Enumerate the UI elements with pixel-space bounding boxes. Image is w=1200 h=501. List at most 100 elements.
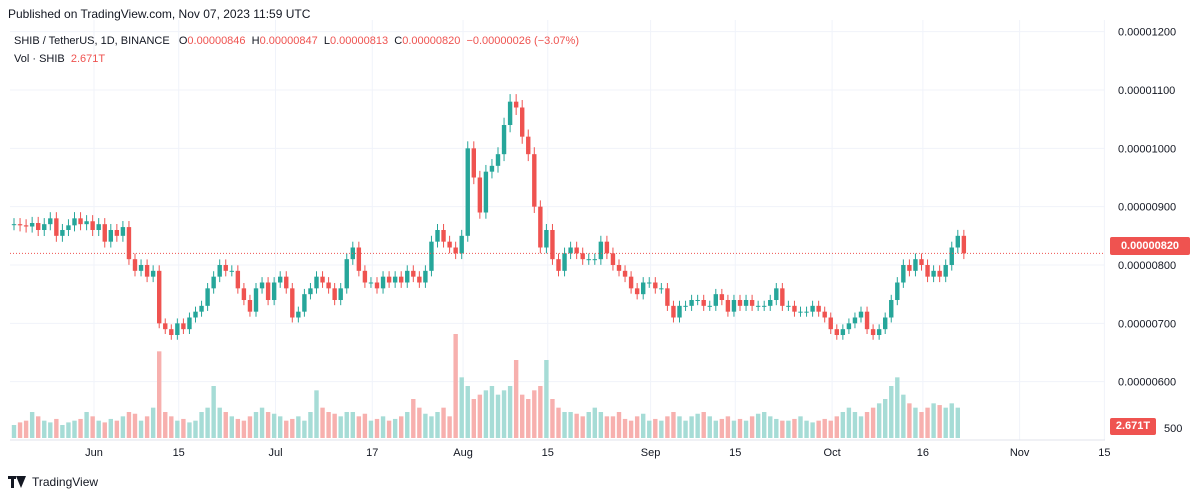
candle-body [580, 253, 585, 260]
candle-body [574, 247, 579, 254]
candle-body [169, 329, 174, 335]
candle-body [641, 282, 646, 295]
candle-body [386, 276, 392, 283]
volume-bar [852, 412, 858, 438]
volume-bar [241, 420, 247, 438]
price-tick-label: 0.00001000 [1118, 143, 1176, 155]
volume-bar [538, 386, 543, 438]
candle-body [701, 300, 706, 306]
candle-body [108, 230, 113, 242]
volume-bar [181, 418, 186, 438]
low-value: 0.00000813 [330, 35, 389, 47]
volume-bar [634, 416, 640, 438]
candle-body [114, 230, 120, 236]
candle-body [895, 282, 900, 300]
volume-bar [302, 420, 307, 438]
volume-bar [870, 407, 876, 438]
volume-bar [132, 413, 138, 438]
candle-body [804, 311, 809, 313]
volume-bar [296, 416, 301, 438]
time-tick-label: 15 [173, 447, 185, 459]
volume-bar [707, 416, 712, 438]
volume-bar [211, 386, 216, 438]
volume-bar [653, 418, 658, 438]
volume-bar [901, 394, 906, 438]
candle-body [846, 323, 852, 330]
candle-body [532, 154, 537, 207]
candle-body [417, 276, 422, 283]
tradingview-logo-icon [8, 476, 26, 488]
candle-body [380, 276, 386, 289]
candle-body [265, 282, 271, 300]
candle-body [780, 288, 785, 306]
candle-body [187, 317, 192, 330]
volume-bar [562, 412, 567, 438]
footer-brand: TradingView [32, 475, 99, 489]
volume-bar [399, 416, 404, 438]
price-tick-label: 0.00001100 [1118, 85, 1175, 97]
volume-bar [150, 407, 156, 438]
candle-body [411, 270, 416, 277]
volume-bar [544, 360, 549, 438]
volume-bar [586, 412, 591, 438]
volume-bar [308, 412, 313, 438]
candle-body [816, 305, 821, 312]
volume-bar [48, 422, 53, 438]
candle-body [731, 300, 737, 312]
volume-bar [798, 416, 803, 438]
volume-bar [828, 420, 833, 438]
volume-bar [713, 420, 718, 438]
volume-bar [822, 418, 827, 438]
candle-body [435, 230, 440, 242]
candle-body [768, 300, 773, 306]
candle-body [66, 225, 71, 230]
candle-body [144, 265, 150, 277]
time-tick-label: 15 [542, 447, 554, 459]
volume-bar [368, 420, 374, 438]
volume-bar [338, 416, 343, 438]
candle-body [271, 282, 277, 300]
volume-bar [477, 394, 483, 438]
candle-body [120, 227, 126, 236]
volume-bar [931, 403, 936, 438]
open-value: 0.00000846 [187, 35, 246, 47]
volume-bar [78, 418, 83, 438]
volume-bar [749, 416, 755, 438]
candle-body [507, 101, 513, 125]
candle-body [150, 270, 156, 277]
volume-bar [768, 416, 773, 438]
candle-body [290, 288, 295, 318]
candle-body [828, 317, 833, 330]
volume-bar [677, 416, 682, 438]
volume-bar [701, 412, 706, 438]
volume-bar [520, 394, 525, 438]
volume-bar [392, 418, 398, 438]
volume-bar [253, 412, 259, 438]
volume-bar [719, 418, 725, 438]
volume-bar [332, 413, 337, 438]
volume-bar [858, 416, 864, 438]
volume-bar [36, 416, 41, 438]
volume-bar [453, 334, 458, 438]
volume-bar [725, 416, 731, 438]
volume-bar [804, 420, 809, 438]
candle-body [634, 288, 640, 295]
volume-bar [42, 420, 47, 438]
candle-body [876, 329, 882, 335]
volume-bar [774, 418, 779, 438]
grid-lines [10, 20, 1105, 440]
candle-body [586, 259, 591, 261]
candle-body [852, 317, 858, 324]
change-value: −0.00000026 (−3.07%) [466, 35, 579, 47]
candle-body [308, 288, 313, 295]
candle-body [762, 305, 767, 307]
candle-body [211, 276, 216, 289]
candle-body [11, 224, 17, 226]
candle-body [278, 276, 283, 283]
candle-body [344, 259, 349, 289]
time-tick-label: Jun [85, 447, 103, 459]
candle-body [550, 230, 555, 260]
volume-bar [919, 412, 924, 438]
candle-body [689, 300, 694, 306]
